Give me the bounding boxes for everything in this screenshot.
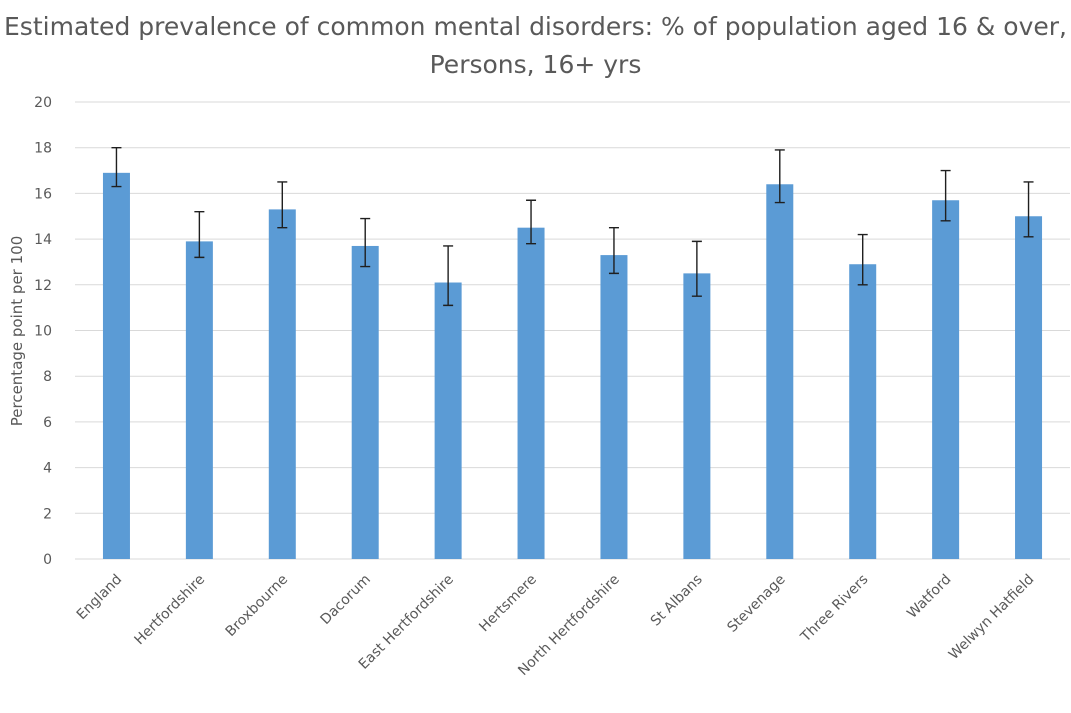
error-bar [194,210,205,259]
x-tick-label: Hertsmere [476,572,540,636]
error-bar [443,245,454,307]
error-bar [691,240,702,297]
x-tick-label: Broxbourne [223,572,291,640]
bar [434,282,462,559]
bar [351,245,379,559]
y-tick-label: 2 [43,506,52,522]
bar [517,227,545,560]
bar [766,184,794,559]
chart-title: Estimated prevalence of common mental di… [0,8,1071,84]
y-axis-ticks: 0 2 4 6 8 10 12 14 16 18 20 [34,95,52,568]
error-bar [608,226,619,275]
error-bar [940,169,951,222]
x-tick-label: Three Rivers [797,572,871,646]
y-tick-label: 4 [43,461,52,477]
chart-title-line-1: Estimated prevalence of common mental di… [4,12,1067,41]
y-tick-label: 12 [34,278,52,294]
y-tick-label: 10 [34,324,52,340]
error-bar [526,199,537,245]
x-axis-ticks: England Hertfordshire Broxbourne DacorumEas… [74,572,1038,679]
y-tick-label: 16 [34,186,52,202]
bars [102,172,1043,560]
error-bar [857,233,868,286]
error-bar [774,149,785,204]
error-bar [277,181,288,229]
bar [268,209,296,559]
bar [600,255,628,559]
x-tick-label: Dacorum [318,572,374,628]
error-bar [111,147,122,188]
y-tick-label: 20 [34,95,52,111]
error-bar [360,217,371,268]
bar [932,200,960,559]
y-axis-label: Percentage point per 100 [8,236,26,427]
bar [683,273,711,559]
y-tick-label: 14 [34,232,52,248]
bar [1015,216,1043,559]
x-tick-label: Stevenage [724,572,788,636]
bar [849,264,877,559]
x-tick-label: East Hertfordshire [356,572,457,673]
gridlines [75,101,1070,560]
error-bars [111,147,1034,307]
x-tick-label: England [74,572,126,624]
x-tick-label: Welwyn Hatfield [946,572,1037,663]
y-tick-label: 8 [43,369,52,385]
bar [102,172,130,559]
y-tick-label: 6 [43,415,52,431]
y-tick-label: 0 [43,552,52,568]
x-tick-label: Watford [904,572,954,622]
error-bar [1023,181,1034,238]
x-tick-label: St Albans [648,572,706,630]
chart-title-line-2: Persons, 16+ yrs [429,50,642,79]
bar [185,241,213,559]
y-tick-label: 18 [34,141,52,157]
x-tick-label: Hertfordshire [132,572,209,649]
